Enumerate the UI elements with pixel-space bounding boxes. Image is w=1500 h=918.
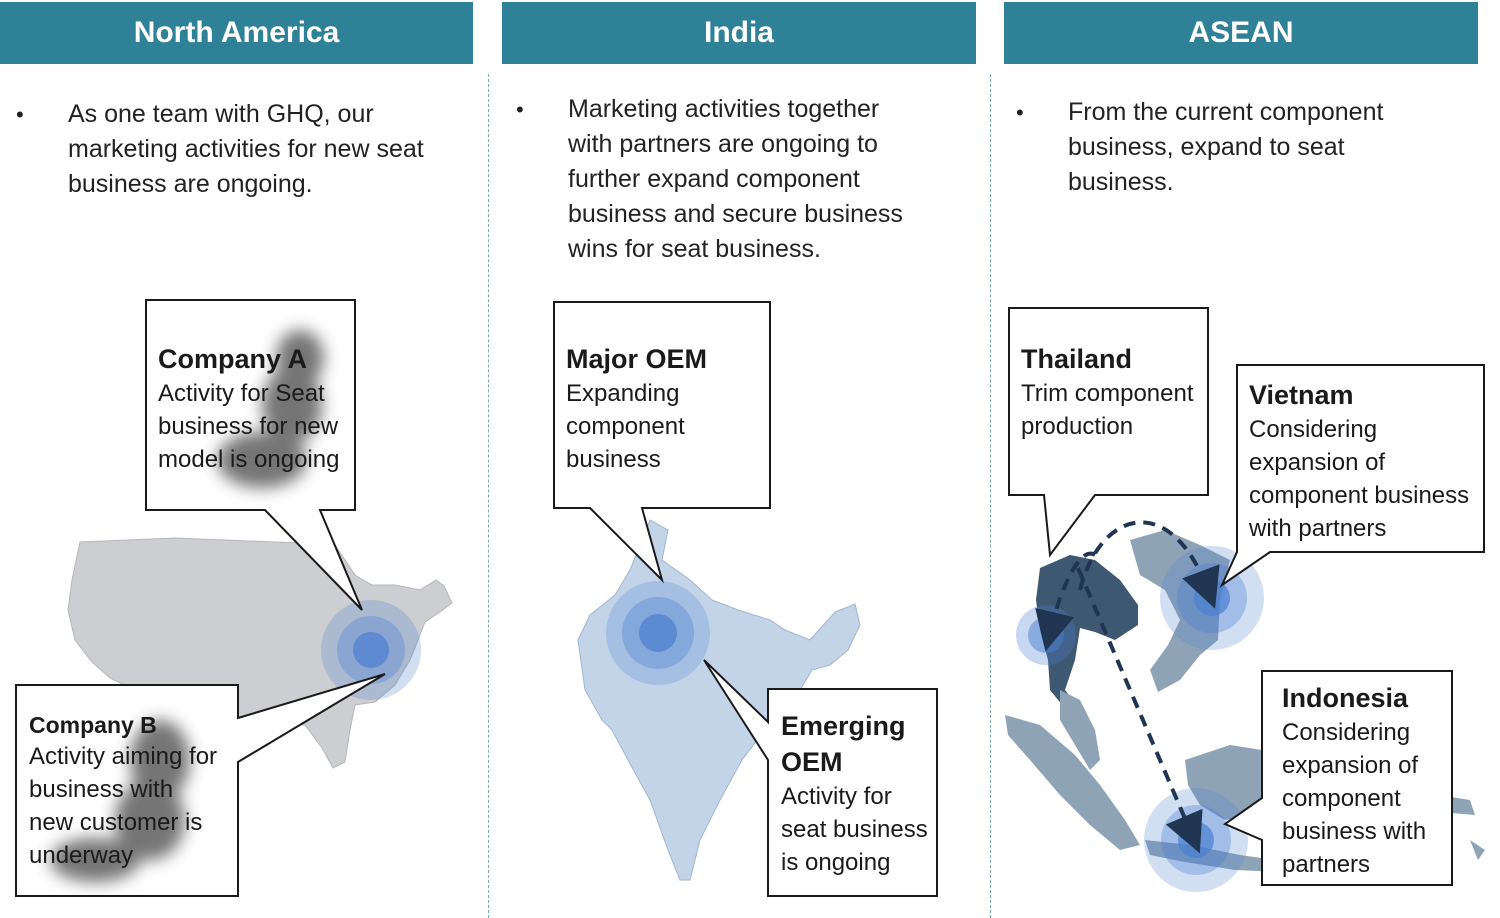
callout-line: Activity for <box>781 783 892 810</box>
callout-line: Trim component <box>1021 380 1194 407</box>
bullet-text: As one team with GHQ, our marketing acti… <box>68 100 424 198</box>
callout-line: component <box>566 413 685 440</box>
highlight-indonesia <box>1144 788 1248 892</box>
bullet-dot: • <box>16 102 24 127</box>
header-asean: ASEAN <box>1004 2 1478 64</box>
callout-line: partners <box>1282 851 1371 878</box>
callout-line: production <box>1021 413 1134 440</box>
callout-line: Considering <box>1282 719 1411 746</box>
malay-peninsula-map <box>1060 690 1100 770</box>
callout-line: business <box>566 446 661 473</box>
highlight-north-america <box>321 600 421 700</box>
callout-title: Thailand <box>1021 344 1133 374</box>
callout-line: with partners <box>1249 515 1387 542</box>
thailand-map <box>1036 555 1138 712</box>
callout-line: Activity aiming for <box>29 743 218 770</box>
callout-line: new customer is <box>29 809 203 836</box>
callout-vietnam: Vietnam Considering expansion of compone… <box>1249 377 1469 545</box>
callout-line: is ongoing <box>781 849 891 876</box>
callout-line: business for new <box>158 413 339 440</box>
callout-line: seat business <box>781 816 928 843</box>
bullet-dot: • <box>516 97 524 122</box>
callout-line: component business <box>1249 482 1470 509</box>
callout-company-b: Company B Activity aiming for business w… <box>29 710 217 872</box>
header-north-america: North America <box>0 2 473 64</box>
divider-2 <box>990 74 991 918</box>
callout-shape-vietnam <box>1219 364 1485 588</box>
bullet-dot: • <box>1016 100 1024 125</box>
callout-line: business with <box>29 776 174 803</box>
arrows-asean <box>1035 520 1220 854</box>
callout-shape-thailand <box>1008 307 1209 558</box>
callout-line: business with <box>1282 818 1427 845</box>
callout-thailand: Thailand Trim component production <box>1021 341 1194 443</box>
header-india: India <box>502 2 976 64</box>
arrow-thailand-to-vietnam <box>1078 520 1220 609</box>
callout-line: underway <box>29 842 134 869</box>
callout-title: Company B <box>29 712 157 738</box>
callout-line: Activity for Seat <box>158 380 325 407</box>
bullet-text: Marketing activities together with partn… <box>568 95 903 263</box>
redaction-smudge <box>50 330 324 882</box>
highlight-india <box>606 581 710 685</box>
callout-line: model is ongoing <box>158 446 340 473</box>
callout-title: Indonesia <box>1282 683 1409 713</box>
callout-title: Vietnam <box>1249 380 1354 410</box>
callout-line: Considering <box>1249 416 1378 443</box>
callout-shape-major-oem <box>553 301 771 584</box>
divider-1 <box>488 74 489 918</box>
callout-line: component <box>1282 785 1401 812</box>
highlight-thailand <box>1016 605 1076 665</box>
arrow-thailand-to-indonesia <box>1076 567 1203 854</box>
bullet-text: From the current component business, exp… <box>1068 98 1384 196</box>
sumatra-map <box>1005 715 1140 850</box>
callout-title: OEM <box>781 747 843 777</box>
callout-line: expansion of <box>1282 752 1419 779</box>
callout-emerging-oem: Emerging OEM Activity for seat business … <box>781 708 928 879</box>
callout-title: Company A <box>158 344 308 374</box>
callout-company-a: Company A Activity for Seat business for… <box>158 341 339 476</box>
callout-title: Major OEM <box>566 344 708 374</box>
callout-indonesia: Indonesia Considering expansion of compo… <box>1282 680 1426 881</box>
arrow-vietnam-to-thailand <box>1035 551 1097 652</box>
callout-line: expansion of <box>1249 449 1386 476</box>
callout-title: Emerging <box>781 711 906 741</box>
callout-major-oem: Major OEM Expanding component business <box>566 341 707 476</box>
callout-shape-indonesia <box>1222 670 1453 886</box>
callout-shape-emerging-oem <box>703 659 938 897</box>
callout-line: Expanding <box>566 380 680 407</box>
